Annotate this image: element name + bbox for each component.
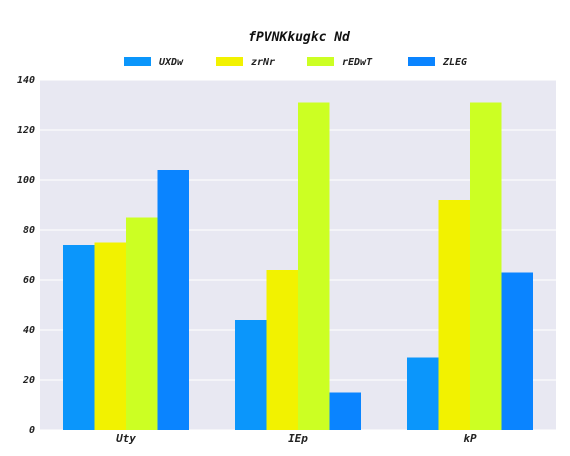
y-tick-label: 140 — [17, 75, 35, 86]
bar-rEDwT-Uty — [126, 217, 158, 430]
y-axis-ticks: 0 20 40 60 80 100 120 140 — [17, 75, 35, 436]
legend-swatch-UXDw — [124, 57, 151, 66]
legend-swatch-ZLEG — [408, 57, 435, 66]
y-tick-label: 120 — [17, 125, 35, 136]
legend-label: zrNr — [251, 57, 275, 68]
legend: UXDw zrNr rEDwT ZLEG — [124, 57, 467, 68]
legend-swatch-rEDwT — [307, 57, 334, 66]
bar-zrNr-IEp — [266, 270, 298, 430]
legend-label: UXDw — [159, 57, 184, 68]
bar-UXDw-kP — [407, 357, 439, 430]
bar-UXDw-Uty — [63, 245, 95, 430]
bar-zrNr-Uty — [94, 242, 126, 430]
bar-rEDwT-IEp — [298, 102, 330, 430]
y-tick-label: 0 — [29, 425, 35, 436]
x-axis-ticks: Uty IEp kP — [116, 432, 477, 445]
y-tick-label: 100 — [17, 175, 35, 186]
bar-zrNr-kP — [438, 200, 470, 430]
bar-ZLEG-kP — [501, 272, 533, 430]
legend-label: rEDwT — [342, 57, 373, 68]
bar-UXDw-IEp — [235, 320, 267, 430]
legend-swatch-zrNr — [216, 57, 243, 66]
bar-ZLEG-IEp — [329, 392, 361, 430]
x-tick-label: kP — [463, 432, 477, 445]
bars — [63, 102, 533, 430]
x-tick-label: Uty — [116, 432, 136, 445]
bar-ZLEG-Uty — [157, 170, 189, 430]
chart-title: fPVNKkugkc Nd — [248, 30, 351, 45]
y-tick-label: 40 — [23, 325, 35, 336]
x-tick-label: IEp — [288, 432, 308, 445]
y-tick-label: 60 — [23, 275, 35, 286]
y-tick-label: 80 — [23, 225, 35, 236]
y-tick-label: 20 — [22, 375, 35, 386]
legend-label: ZLEG — [442, 57, 467, 68]
bar-rEDwT-kP — [470, 102, 502, 430]
